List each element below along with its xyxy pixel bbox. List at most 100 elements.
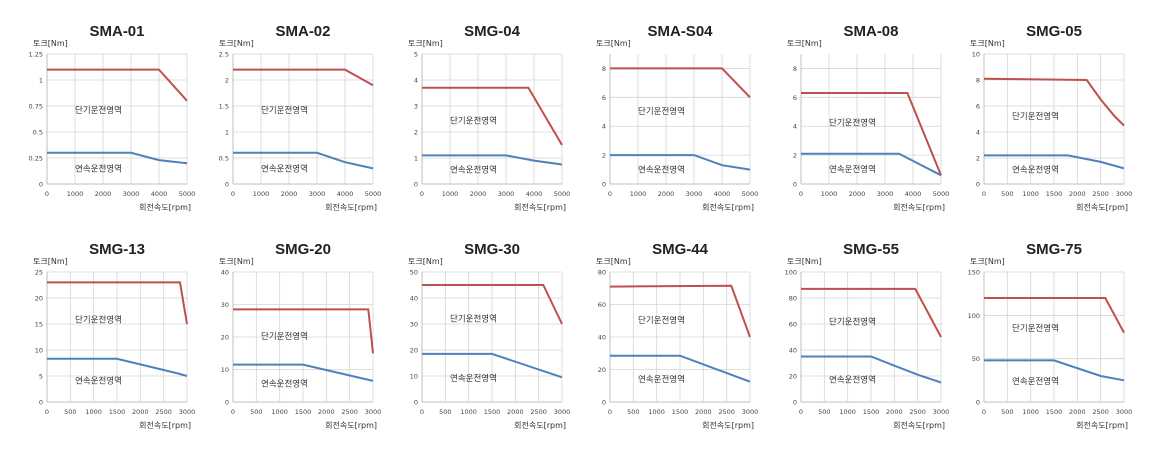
x-tick-label: 500: [1001, 190, 1013, 198]
x-tick-label: 1000: [630, 190, 647, 198]
continuous-torque-line: [422, 352, 563, 379]
chart-svg: SMG-13 토크[Nm] 0 5 10 15 20 25 0 500 1000 1500 2000 25…: [33, 241, 195, 430]
x-tick-label: 5000: [179, 190, 196, 198]
peak-torque-line: [422, 86, 563, 146]
peak-torque-line: [47, 281, 188, 325]
continuous-torque-line: [422, 154, 563, 166]
chart-panel-smg-20: SMG-20 토크[Nm] 0 10 20 30 40 0 500 1000 1500 2000 250…: [219, 236, 411, 446]
x-axis-unit-label: 회전속도[rpm]: [1076, 202, 1128, 212]
chart-title: SMG-75: [1026, 241, 1082, 258]
y-axis-unit-label: 토크[Nm]: [219, 257, 254, 266]
chart-panel-smg-44: SMG-44 토크[Nm] 0 20 40 60 80 0 500 1000 1500 2000 250…: [596, 236, 788, 446]
y-tick-label: 3: [414, 103, 418, 111]
peak-region-label: 단기운전영역: [1012, 323, 1059, 334]
y-tick-label: 1.25: [29, 51, 43, 59]
chart-title: SMA-08: [843, 23, 898, 40]
x-axis-unit-label: 회전속도[rpm]: [514, 420, 566, 430]
chart-title: SMG-20: [275, 241, 331, 258]
chart-title: SMG-13: [89, 241, 145, 258]
x-tick-label: 0: [420, 408, 424, 416]
y-tick-label: 6: [602, 94, 606, 102]
y-tick-label: 4: [602, 123, 606, 131]
chart-svg: SMG-20 토크[Nm] 0 10 20 30 40 0 500 1000 1500 2000 250…: [219, 241, 382, 430]
continuous-torque-line: [984, 359, 1125, 382]
x-tick-label: 500: [64, 408, 76, 416]
chart-panel-sma-01: SMA-01 토크[Nm] 0 0.25 0.5 0.75 1 1.25 0 1000 2000 30…: [29, 18, 225, 228]
x-tick-label: 0: [45, 190, 49, 198]
y-tick-label: 0: [793, 399, 797, 407]
y-tick-label: 4: [976, 129, 980, 137]
y-tick-label: 0.25: [29, 155, 43, 163]
y-tick-label: 25: [35, 269, 43, 277]
x-axis-unit-label: 회전속도[rpm]: [514, 202, 566, 212]
x-tick-label: 3000: [742, 408, 759, 416]
continuous-torque-line: [801, 152, 942, 177]
continuous-torque-line: [610, 154, 751, 171]
y-tick-label: 30: [221, 301, 229, 309]
y-tick-label: 80: [789, 295, 797, 303]
x-axis-unit-label: 회전속도[rpm]: [325, 420, 377, 430]
peak-torque-line: [422, 284, 563, 325]
peak-region-label: 단기운전영역: [450, 313, 497, 324]
x-axis-unit-label: 회전속도[rpm]: [139, 420, 191, 430]
y-tick-label: 0.5: [33, 129, 43, 137]
chart-title: SMA-S04: [647, 23, 713, 40]
y-tick-label: 0: [39, 181, 43, 189]
y-tick-label: 0: [976, 181, 980, 189]
y-axis-unit-label: 토크[Nm]: [787, 39, 822, 48]
x-tick-label: 0: [608, 190, 612, 198]
y-tick-label: 150: [968, 269, 980, 277]
x-tick-label: 1000: [460, 408, 477, 416]
y-tick-label: 20: [221, 334, 229, 342]
chart-title: SMG-30: [464, 241, 520, 258]
x-tick-label: 3000: [554, 408, 571, 416]
x-tick-label: 0: [799, 190, 803, 198]
x-tick-label: 0: [420, 190, 424, 198]
x-tick-label: 500: [250, 408, 262, 416]
y-tick-label: 0: [225, 181, 229, 189]
peak-torque-line: [610, 67, 751, 98]
y-tick-label: 0.5: [219, 155, 229, 163]
chart-title: SMA-02: [275, 23, 330, 40]
y-tick-label: 30: [410, 321, 418, 329]
x-tick-label: 4000: [526, 190, 543, 198]
x-axis-unit-label: 회전속도[rpm]: [893, 202, 945, 212]
continuous-torque-line: [233, 151, 374, 170]
y-tick-label: 10: [410, 373, 418, 381]
continuous-region-label: 연속운전영역: [261, 163, 308, 174]
y-tick-label: 100: [968, 312, 980, 320]
x-tick-label: 5000: [933, 190, 950, 198]
peak-torque-line: [801, 92, 942, 176]
chart-panel-sma-02: SMA-02 토크[Nm] 0 0.5 1 1.5 2 2.5 0 1000 2000 3000 400…: [219, 18, 411, 228]
y-axis-unit-label: 토크[Nm]: [970, 39, 1005, 48]
x-tick-label: 5000: [365, 190, 382, 198]
continuous-region-label: 연속운전영역: [450, 165, 497, 176]
chart-title: SMG-04: [464, 23, 521, 40]
x-tick-label: 3000: [686, 190, 703, 198]
peak-region-label: 단기운전영역: [1012, 111, 1059, 122]
peak-region-label: 단기운전영역: [75, 315, 122, 326]
x-axis-unit-label: 회전속도[rpm]: [702, 420, 754, 430]
y-axis-unit-label: 토크[Nm]: [970, 257, 1005, 266]
y-axis-unit-label: 토크[Nm]: [33, 39, 68, 48]
x-tick-label: 2000: [95, 190, 112, 198]
y-tick-label: 8: [602, 65, 606, 73]
chart-svg: SMA-01 토크[Nm] 0 0.25 0.5 0.75 1 1.25 0 1000 2000 30…: [29, 23, 196, 212]
x-axis-unit-label: 회전속도[rpm]: [1076, 420, 1128, 430]
x-axis-unit-label: 회전속도[rpm]: [139, 202, 191, 212]
x-tick-label: 2500: [341, 408, 358, 416]
y-tick-label: 0: [414, 399, 418, 407]
y-tick-label: 60: [789, 321, 797, 329]
x-tick-label: 4000: [714, 190, 731, 198]
continuous-torque-line: [47, 151, 188, 165]
x-tick-label: 3000: [123, 190, 140, 198]
x-tick-label: 3000: [365, 408, 382, 416]
y-tick-label: 0: [39, 399, 43, 407]
y-axis-unit-label: 토크[Nm]: [408, 257, 443, 266]
continuous-region-label: 연속운전영역: [1012, 376, 1059, 387]
y-tick-label: 8: [976, 77, 980, 85]
peak-region-label: 단기운전영역: [829, 117, 876, 128]
x-tick-label: 1000: [67, 190, 84, 198]
continuous-region-label: 연속운전영역: [75, 163, 122, 174]
